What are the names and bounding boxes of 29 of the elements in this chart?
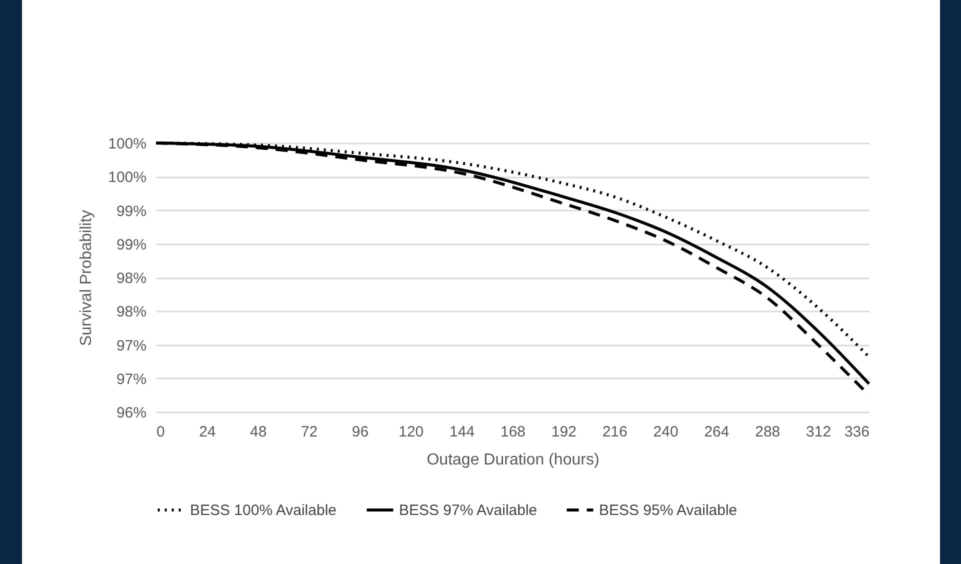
x-tick-label: 264: [704, 424, 730, 440]
y-tick-label: 100%: [108, 136, 146, 152]
x-tick-label: 168: [500, 424, 526, 440]
x-tick-label: 336: [844, 424, 870, 440]
x-tick-label: 144: [450, 424, 475, 440]
x-tick-label: 216: [602, 424, 628, 440]
x-tick-label: 48: [250, 424, 267, 440]
x-axis-title: Outage Duration (hours): [426, 452, 600, 468]
x-tick-label: 120: [398, 424, 424, 440]
y-tick-label: 97%: [116, 337, 146, 354]
x-tick-label: 24: [199, 424, 216, 440]
y-tick-label: 96%: [116, 404, 146, 422]
legend-label: BESS 95% Available: [599, 502, 738, 519]
x-tick-label: 0: [156, 424, 165, 440]
legend-label: BESS 97% Available: [399, 502, 538, 519]
y-tick-label: 97%: [116, 370, 146, 388]
x-tick-label: 192: [551, 424, 576, 440]
y-axis-title: Survival Probability: [78, 210, 96, 346]
x-tick-label: 96: [352, 424, 369, 440]
legend-label: BESS 100% Available: [190, 502, 336, 519]
x-tick-label: 72: [300, 424, 318, 440]
y-tick-label: 98%: [116, 304, 146, 321]
y-tick-label: 100%: [108, 169, 146, 186]
y-tick-label: 99%: [116, 202, 146, 220]
x-tick-label: 288: [755, 424, 780, 440]
x-tick-label: 240: [653, 424, 678, 440]
y-tick-label: 99%: [116, 236, 146, 254]
x-tick-label: 312: [806, 424, 832, 440]
y-tick-label: 98%: [116, 270, 146, 287]
